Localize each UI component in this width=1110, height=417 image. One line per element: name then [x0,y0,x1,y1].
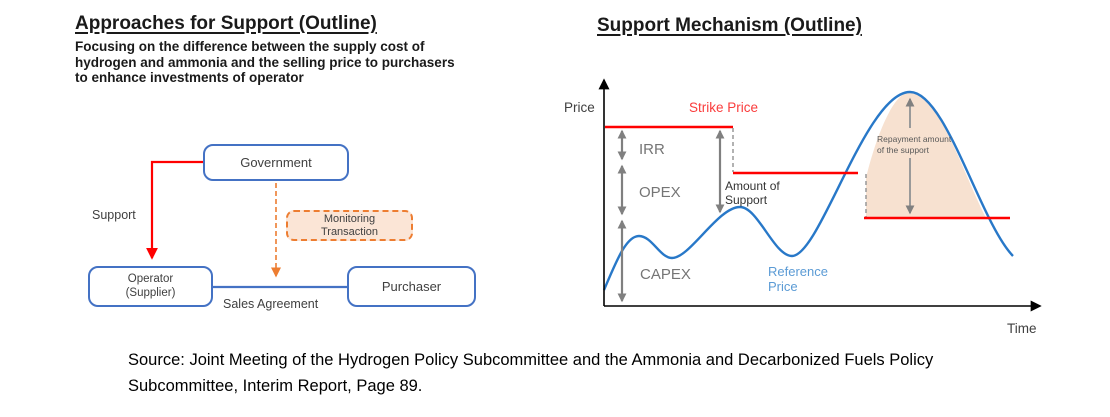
node-government: Government [203,144,349,181]
node-operator: Operator (Supplier) [88,266,213,307]
amount-of-support-label-line2: Support [725,193,768,207]
node-monitoring-label-line1: Monitoring [323,213,376,225]
node-government-label: Government [240,155,312,170]
node-operator-label-line2: (Supplier) [125,286,176,299]
reference-price-label-line1: Reference [768,264,828,279]
reference-price-curve [602,90,1014,291]
irr-label: IRR [639,141,665,158]
node-purchaser-label: Purchaser [381,279,442,294]
node-monitoring-transaction: Monitoring Transaction [286,210,413,241]
subtitle-line-2: hydrogen and ammonia and the selling pri… [75,54,455,70]
x-axis-label: Time [1007,321,1037,336]
support-arrow [146,160,203,260]
left-panel-subtitle: Focusing on the difference between the s… [75,39,455,86]
sales-agreement-edge-label: Sales Agreement [223,297,319,311]
reference-price-label-line2: Price [768,279,798,294]
repayment-label-line2: of the support [877,145,930,155]
left-panel-title: Approaches for Support (Outline) [75,13,377,34]
node-purchaser: Purchaser [347,266,476,307]
source-citation: Source: Joint Meeting of the Hydrogen Po… [128,347,933,399]
subtitle-line-3: to enhance investments of operator [75,70,304,85]
strike-price-label: Strike Price [689,100,758,115]
node-monitoring-label-line2: Transaction [320,225,379,238]
support-edge-label: Support [92,208,136,222]
y-axis-label: Price [564,100,595,115]
capex-label: CAPEX [640,266,691,283]
repayment-label-line1: Repayment amount [877,134,952,144]
subtitle-line-1: Focusing on the difference between the s… [75,39,425,54]
opex-label: OPEX [639,184,681,201]
node-operator-label-line1: Operator [127,273,174,285]
source-line-2: Subcommittee, Interim Report, Page 89. [128,377,423,395]
right-panel-title: Support Mechanism (Outline) [597,15,862,36]
source-line-1: Source: Joint Meeting of the Hydrogen Po… [128,351,934,369]
repayment-shaded-area [866,92,986,218]
amount-of-support-label-line1: Amount of [725,179,780,193]
